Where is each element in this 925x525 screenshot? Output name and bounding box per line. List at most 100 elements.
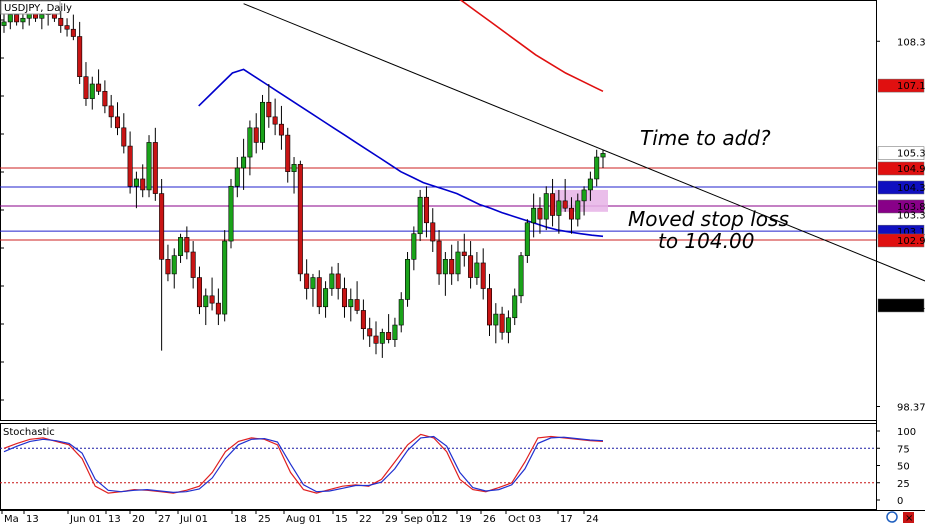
candle-body (436, 240, 442, 275)
stochastic-tick-label: 25 (897, 479, 910, 490)
candle-body (543, 193, 549, 220)
candle-body (575, 200, 581, 220)
candle-body (89, 83, 95, 99)
candle-body (323, 288, 329, 308)
price-badge-label: 103.86 (897, 202, 925, 213)
time-tick-label: Jul 01 (179, 514, 208, 525)
price-tick-label: 98.37 (897, 402, 925, 413)
time-tick-label: 29 (385, 514, 398, 525)
candle-body (354, 299, 360, 311)
candle-body (146, 142, 152, 191)
time-tick-label: 15 (335, 514, 348, 525)
moving-average-line (459, 0, 604, 93)
candle-body (14, 14, 20, 23)
time-tick-label: 22 (359, 514, 372, 525)
stochastic-pane-frame (0, 423, 877, 510)
candle-body (234, 167, 240, 187)
price-badge-label: 104.90 (897, 164, 925, 175)
candle-body (1, 21, 7, 26)
candle-body (600, 153, 606, 158)
candle-body (184, 237, 190, 253)
candle-body (203, 295, 209, 308)
candle-body (285, 134, 291, 172)
stochastic-tick-label: 50 (897, 462, 910, 473)
price-badge-label: 103.17 (897, 227, 925, 238)
candle-body (190, 251, 196, 278)
price-badge (877, 199, 925, 214)
candle-body (505, 317, 511, 333)
candle-body (64, 25, 70, 30)
time-tick-label: 19 (459, 514, 472, 525)
candle-body (386, 332, 392, 340)
candle-body (587, 178, 593, 191)
stochastic-tick-label: 0 (897, 496, 903, 507)
stochastic-title: Stochastic (3, 427, 55, 438)
candle-body (449, 259, 455, 275)
candle-body (171, 255, 177, 275)
time-tick-label: 18 (234, 514, 247, 525)
time-tick-label: Ma (4, 514, 19, 525)
time-tick-label: Oct 03 (508, 514, 541, 525)
candle-body (367, 328, 373, 337)
time-tick-label: Sep 01 (404, 514, 439, 525)
price-badge (877, 161, 925, 176)
price-badge (877, 298, 925, 313)
candle-body (480, 262, 486, 289)
close-icon: × (905, 513, 913, 524)
time-tick-label: Jun 01 (69, 514, 102, 525)
candle-body (405, 259, 411, 300)
time-tick-label: 17 (560, 514, 573, 525)
price-badge (877, 146, 925, 160)
candle-body (562, 200, 568, 209)
candle-body (196, 277, 202, 308)
candle-body (260, 101, 266, 143)
candle-body (209, 295, 215, 304)
candle-body (310, 277, 316, 289)
candle-body (247, 127, 253, 158)
price-tick-label: 108.37 (897, 37, 925, 48)
candle-body (430, 222, 436, 242)
price-badge (877, 78, 925, 93)
candle-body (228, 185, 234, 242)
candle-body (474, 262, 480, 278)
candle-body (291, 164, 297, 172)
price-badge (877, 233, 925, 248)
candle-body (83, 76, 89, 99)
candle-body (108, 105, 114, 118)
candle-body (241, 156, 247, 169)
stochastic-tick-label: 75 (897, 444, 910, 455)
candle-body (278, 123, 284, 136)
stochastic-line (3, 433, 604, 494)
candle-body (102, 91, 108, 107)
annotation-text: Time to add? (640, 126, 771, 150)
candle-body (266, 101, 272, 118)
candle-body (379, 332, 385, 344)
candle-body (499, 313, 505, 333)
time-tick-label: 20 (132, 514, 145, 525)
price-badge-label: 105.32 (897, 149, 925, 160)
candle-body (297, 164, 303, 275)
candle-body (7, 14, 13, 23)
time-tick-label: 27 (158, 514, 171, 525)
candle-body (178, 237, 184, 256)
time-tick-label: 13 (108, 514, 121, 525)
annotation-text: Moved stop loss (628, 207, 789, 231)
candle-body (487, 288, 493, 326)
candle-body (550, 193, 556, 216)
stochastic-tick-label: 100 (897, 427, 916, 438)
candle-body (70, 28, 76, 37)
candle-body (335, 273, 341, 289)
stochastic-line (3, 435, 604, 494)
candle-body (373, 335, 379, 344)
time-tick-label: 24 (586, 514, 599, 525)
candle-body (133, 178, 139, 187)
candle-body (468, 255, 474, 278)
price-badge-label: 102.93 (897, 236, 925, 247)
candle-body (398, 299, 404, 326)
price-badge (877, 180, 925, 195)
candle-body (348, 299, 354, 308)
candle-body (127, 145, 133, 187)
time-tick-label: Aug 01 (286, 514, 321, 525)
candle-body (594, 156, 600, 180)
